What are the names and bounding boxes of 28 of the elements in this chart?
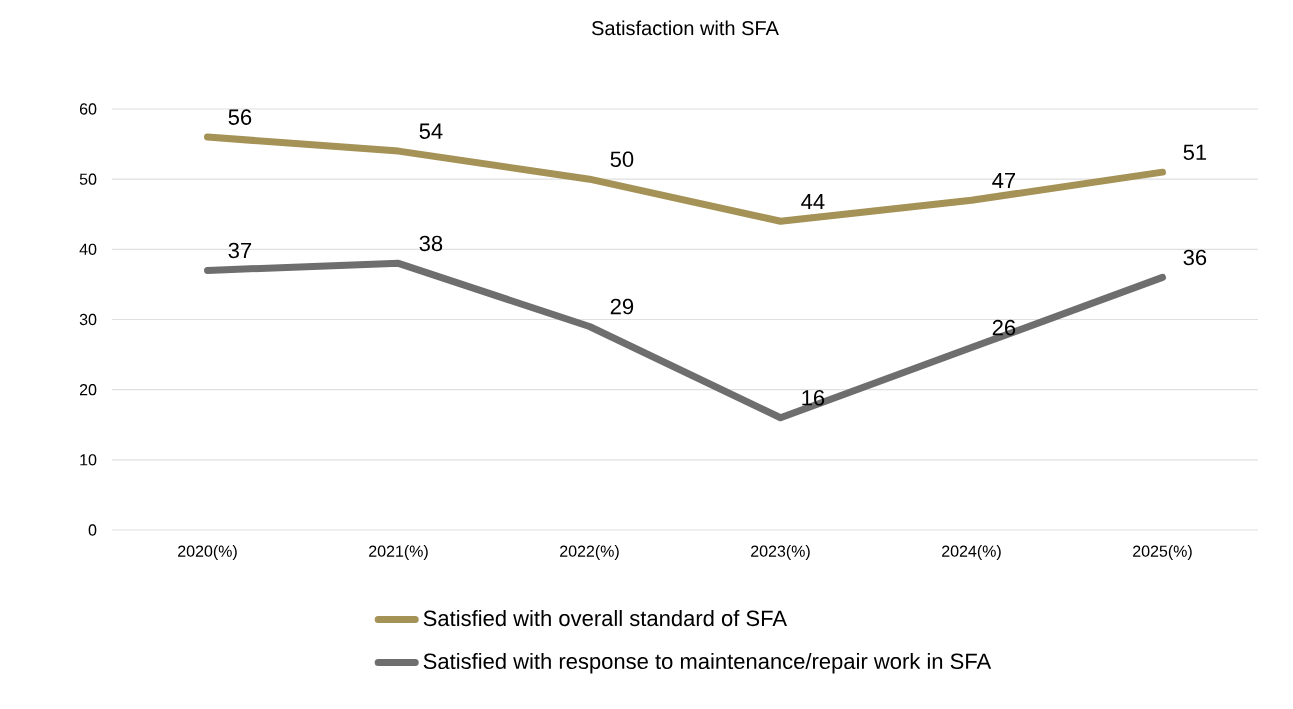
y-tick-label: 0 (88, 524, 97, 536)
x-tick-label: 2025(%) (1133, 545, 1192, 560)
data-label: 44 (801, 193, 825, 210)
x-tick-label: 2024(%) (942, 545, 1001, 560)
data-label: 47 (992, 172, 1016, 189)
data-label: 26 (992, 319, 1016, 336)
x-tick-label: 2020(%) (178, 545, 237, 560)
y-tick-label: 10 (80, 454, 97, 466)
data-label: 54 (419, 123, 443, 139)
x-tick-label: 2023(%) (751, 545, 810, 560)
data-label: 50 (610, 151, 634, 168)
data-label: 29 (610, 298, 634, 315)
y-tick-label: 60 (79, 103, 97, 115)
legend-label: Satisfied with overall standard of SFA (423, 609, 788, 627)
x-tick-label: 2021(%) (369, 545, 428, 560)
legend-label: Satisfied with response to maintenance/repair work in SFA (423, 652, 992, 674)
y-tick-label: 30 (79, 313, 97, 326)
chart-title: Satisfaction with SFA (591, 20, 779, 36)
y-tick-label: 50 (79, 173, 97, 185)
y-tick-label: 40 (79, 243, 97, 255)
data-label: 36 (1183, 249, 1207, 266)
data-label: 56 (228, 109, 252, 125)
data-label: 38 (419, 235, 443, 252)
x-tick-label: 2022(%) (560, 545, 619, 560)
data-label: 37 (228, 242, 252, 259)
data-label: 51 (1183, 144, 1207, 160)
y-tick-label: 20 (79, 384, 97, 396)
data-label: 16 (802, 390, 825, 406)
